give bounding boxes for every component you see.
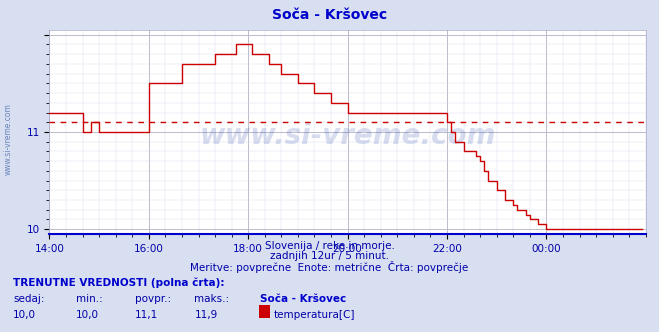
Text: www.si-vreme.com: www.si-vreme.com (200, 122, 496, 150)
Text: Meritve: povprečne  Enote: metrične  Črta: povprečje: Meritve: povprečne Enote: metrične Črta:… (190, 261, 469, 273)
Text: Soča - Kršovec: Soča - Kršovec (272, 8, 387, 22)
Text: 10,0: 10,0 (13, 310, 36, 320)
Text: TRENUTNE VREDNOSTI (polna črta):: TRENUTNE VREDNOSTI (polna črta): (13, 277, 225, 288)
Text: Soča - Kršovec: Soča - Kršovec (260, 294, 347, 304)
Text: 11,9: 11,9 (194, 310, 217, 320)
Text: Slovenija / reke in morje.: Slovenija / reke in morje. (264, 241, 395, 251)
Text: maks.:: maks.: (194, 294, 229, 304)
Text: sedaj:: sedaj: (13, 294, 45, 304)
Text: zadnjih 12ur / 5 minut.: zadnjih 12ur / 5 minut. (270, 251, 389, 261)
Text: temperatura[C]: temperatura[C] (274, 310, 356, 320)
Text: min.:: min.: (76, 294, 103, 304)
Text: povpr.:: povpr.: (135, 294, 171, 304)
Text: www.si-vreme.com: www.si-vreme.com (3, 104, 13, 175)
Text: 10,0: 10,0 (76, 310, 99, 320)
Text: 11,1: 11,1 (135, 310, 158, 320)
